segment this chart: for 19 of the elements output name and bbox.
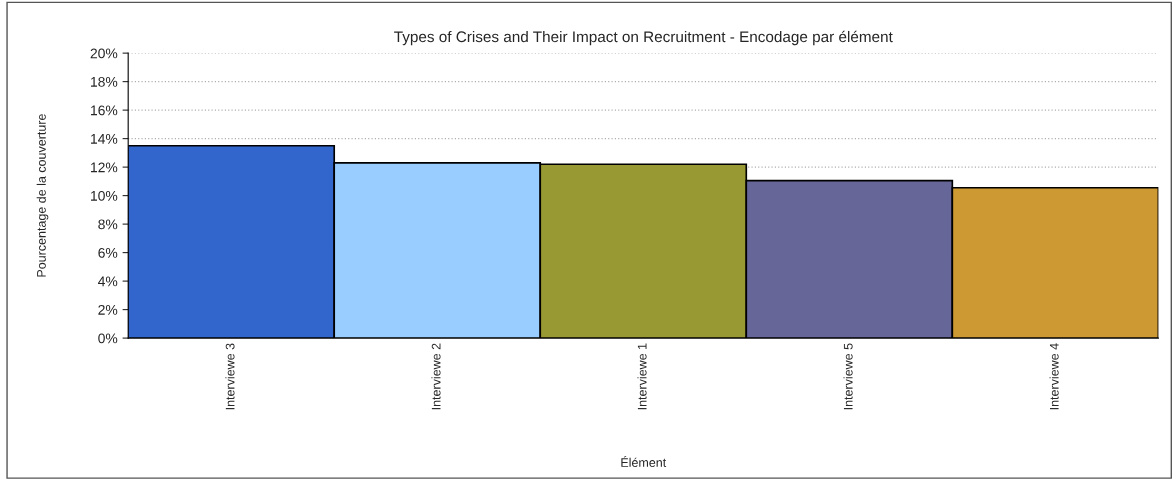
x-tick-label: Interviewe 1 <box>637 343 647 410</box>
x-tick-label: Interviewe 4 <box>1049 343 1059 410</box>
x-tick-label: Interviewe 3 <box>225 343 235 410</box>
y-tick-label: 0% <box>98 333 118 344</box>
x-tick-label: Interviewe 2 <box>431 343 441 410</box>
chart-title: Types of Crises and Their Impact on Recruitment - Encodage par élément <box>394 30 893 46</box>
y-tick-label: 16% <box>91 105 118 116</box>
y-tick-label: 6% <box>98 247 118 258</box>
y-tick-label: 8% <box>98 219 118 230</box>
y-axis-title: Pourcentage de la couverture <box>36 114 49 277</box>
y-tick-label: 18% <box>91 76 118 87</box>
x-axis-title: Élément <box>621 456 667 467</box>
y-tick-label: 20% <box>90 48 118 59</box>
y-tick-label: 4% <box>98 276 118 287</box>
y-tick-label: 14% <box>91 134 118 144</box>
y-tick-label: 12% <box>91 162 118 173</box>
y-tick-label: 2% <box>98 304 118 315</box>
x-tick-label: Interviewe 5 <box>843 343 853 410</box>
y-tick-label: 10% <box>91 190 118 201</box>
